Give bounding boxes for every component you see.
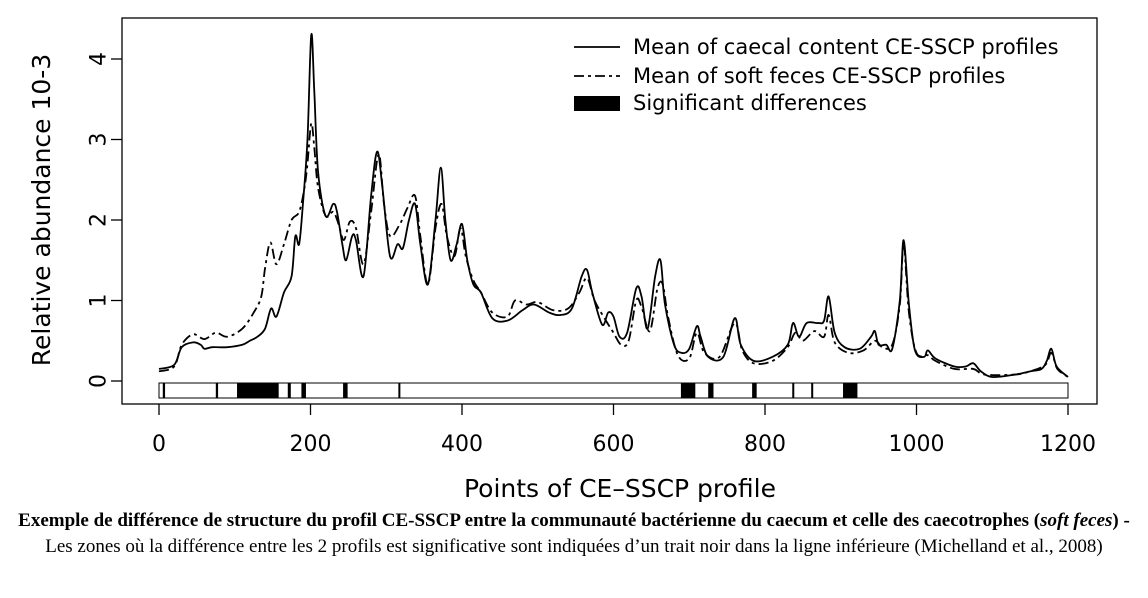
significant-difference-bar	[215, 383, 219, 398]
figure-caption: Exemple de différence de structure du pr…	[10, 508, 1138, 560]
significant-difference-bar	[708, 383, 714, 398]
significant-difference-bar	[398, 383, 401, 398]
x-tick-label: 1000	[889, 432, 945, 457]
legend: Mean of caecal content CE-SSCP profiles M…	[574, 35, 1059, 115]
significant-difference-bar	[343, 383, 348, 398]
significant-difference-bar	[680, 383, 696, 398]
significant-difference-bar	[162, 383, 166, 398]
significant-difference-bar	[287, 383, 291, 398]
y-axis-label: Relative abundance 10-3	[27, 54, 56, 367]
caption-bold-italic: soft feces	[1040, 510, 1113, 531]
significant-difference-bar	[811, 383, 814, 398]
legend-label: Mean of soft feces CE-SSCP profiles	[633, 64, 1005, 88]
axes: 0 200 400 600 800 1000 1200 0 1 2 3 4 Points of CE–S…	[27, 17, 1098, 503]
x-tick-label: 1200	[1040, 432, 1096, 457]
y-tick-label: 4	[87, 52, 112, 66]
y-tick-label: 2	[87, 213, 112, 227]
caption-bold-1: Exemple de différence de structure du pr…	[18, 510, 1041, 531]
series-line-soft-feces	[158, 122, 1069, 378]
x-tick-label: 600	[593, 432, 635, 457]
significant-difference-bar	[301, 383, 306, 398]
significant-difference-bar	[843, 383, 858, 398]
significance-strip	[158, 382, 1069, 399]
legend-swatch-significant	[574, 96, 620, 111]
y-tick-label: 3	[87, 133, 112, 147]
chart-svg: 0 200 400 600 800 1000 1200 0 1 2 3 4 Points of CE–S…	[27, 17, 1098, 503]
x-tick-label: 800	[744, 432, 786, 457]
chart-area: 0 200 400 600 800 1000 1200 0 1 2 3 4 Points of CE–S…	[27, 17, 1098, 503]
y-tick-label: 0	[87, 374, 112, 388]
caption-normal: Les zones où la différence entre les 2 p…	[45, 536, 1103, 557]
significant-difference-bar	[752, 383, 757, 398]
series-lines	[158, 33, 1069, 378]
x-tick-label: 400	[441, 432, 483, 457]
x-tick-label: 0	[152, 432, 166, 457]
legend-label: Significant differences	[633, 91, 867, 115]
x-axis-label: Points of CE–SSCP profile	[464, 474, 776, 503]
x-tick-label: 200	[290, 432, 332, 457]
series-line-caecal-content	[158, 33, 1069, 378]
significant-difference-bar	[792, 383, 795, 398]
significant-difference-bar	[237, 383, 279, 398]
legend-label: Mean of caecal content CE-SSCP profiles	[633, 35, 1059, 59]
significance-strip-frame	[158, 382, 1069, 399]
y-tick-label: 1	[87, 294, 112, 308]
caption-bold-2: ) -	[1112, 510, 1130, 531]
plot-frame	[121, 17, 1098, 405]
